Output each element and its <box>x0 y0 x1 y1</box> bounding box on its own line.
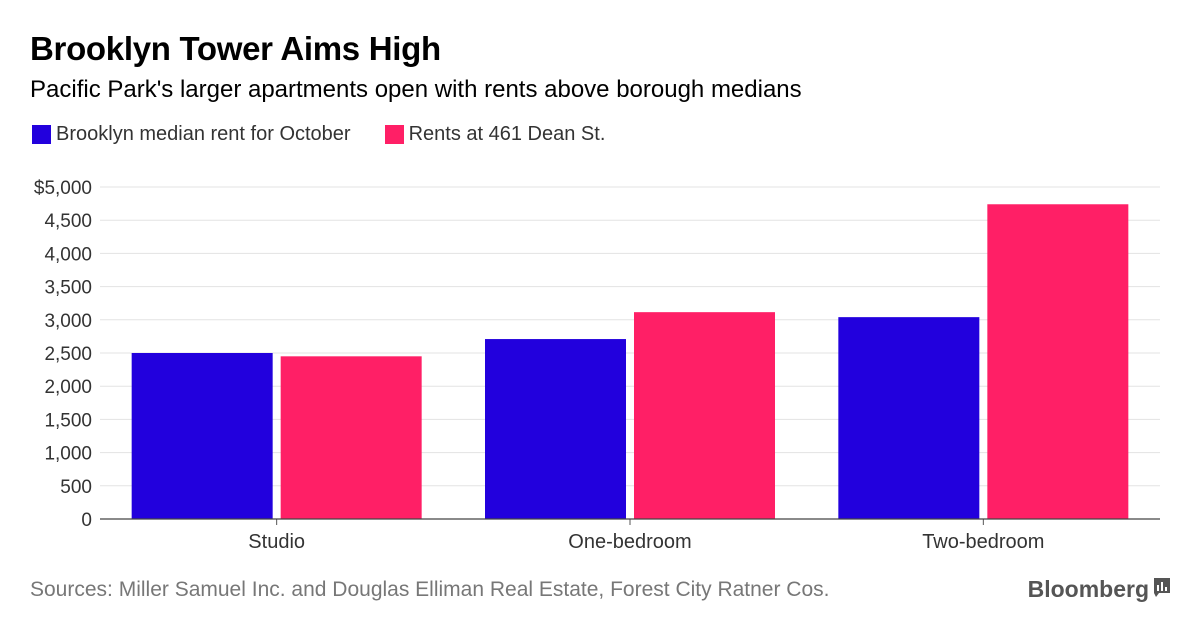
bar-one-bedroom-series-0 <box>485 339 626 519</box>
bar-studio-series-0 <box>131 353 273 519</box>
legend-item-dean-st: Rents at 461 Dean St. <box>384 123 606 146</box>
y-tick-label: 3,500 <box>44 278 92 299</box>
legend-swatch-dean-st <box>384 125 404 144</box>
legend-item-brooklyn-median: Brooklyn median rent for October <box>32 123 351 146</box>
y-tick-label: 4,000 <box>44 244 92 265</box>
y-tick-label: 0 <box>81 510 92 531</box>
y-tick-label: 2,000 <box>44 377 92 398</box>
chart-title: Brooklyn Tower Aims High <box>30 30 441 67</box>
y-tick-label: 4,500 <box>44 211 92 232</box>
bar-two-bedroom-series-1 <box>987 204 1129 519</box>
legend-label-brooklyn-median: Brooklyn median rent for October <box>56 123 351 145</box>
y-tick-label: 1,500 <box>44 410 92 431</box>
legend-swatch-brooklyn-median <box>32 125 51 144</box>
chart-subtitle: Pacific Park's larger apartments open wi… <box>30 76 802 103</box>
y-tick-label: 2,500 <box>44 344 92 365</box>
x-category-label: Studio <box>248 531 305 553</box>
bar-two-bedroom-series-0 <box>838 317 980 519</box>
source-note: Sources: Miller Samuel Inc. and Douglas … <box>30 578 830 601</box>
bloomberg-chart-icon <box>1154 576 1170 603</box>
y-tick-label: 1,000 <box>44 444 92 465</box>
y-tick-label: 3,000 <box>44 311 92 332</box>
legend: Brooklyn median rent for October Rents a… <box>32 123 639 146</box>
bloomberg-logo: Bloomberg <box>1028 576 1170 603</box>
legend-label-dean-st: Rents at 461 Dean St. <box>408 123 606 145</box>
bar-studio-series-1 <box>280 356 422 519</box>
y-tick-label: 500 <box>60 477 92 498</box>
x-category-label: One-bedroom <box>568 531 691 553</box>
y-tick-label: $5,000 <box>34 178 92 199</box>
x-category-label: Two-bedroom <box>922 531 1044 553</box>
brand-name: Bloomberg <box>1027 576 1149 602</box>
bar-one-bedroom-series-1 <box>634 312 775 519</box>
